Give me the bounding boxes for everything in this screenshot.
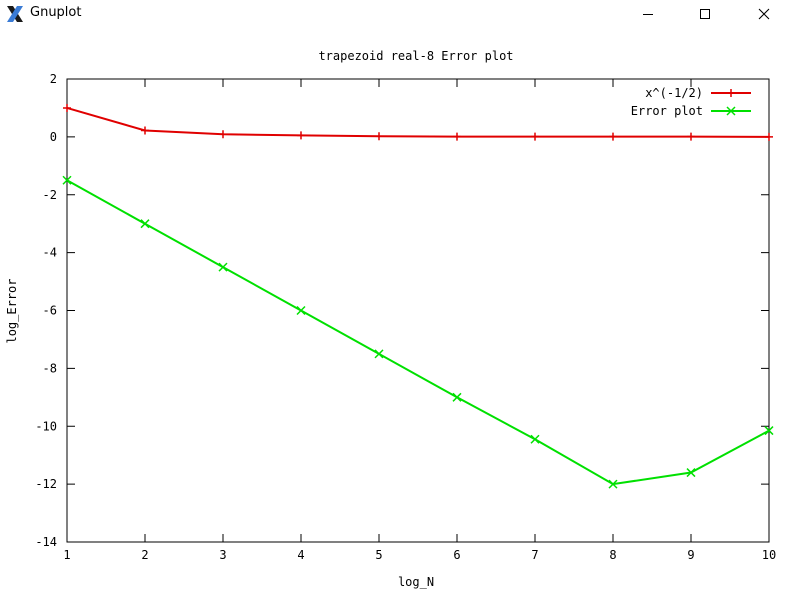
y-tick-label: 2: [50, 72, 57, 86]
x-tick-label: 8: [609, 548, 616, 562]
chart-title: trapezoid real-8 Error plot: [318, 49, 513, 63]
legend-marker: [726, 106, 736, 116]
y-tick-label: 0: [50, 130, 57, 144]
legend-label: Error plot: [631, 104, 703, 118]
minimize-button[interactable]: [625, 0, 671, 28]
maximize-icon: [700, 9, 710, 19]
axis-ticks: 1 2 3 4 5 6 7 8 9 10 2 0 -2 -4 -6 -8 -10 -12 -14: [35, 72, 776, 562]
data-point: [297, 131, 305, 140]
x-tick-label: 7: [531, 548, 538, 562]
data-point: [296, 305, 306, 316]
data-point: [141, 126, 149, 135]
gnuplot-logo-icon: [7, 6, 23, 22]
data-point: [687, 132, 695, 141]
legend-marker: [727, 89, 735, 97]
data-point: [530, 434, 540, 444]
x-tick-label: 2: [141, 548, 148, 562]
x-tick-label: 5: [375, 548, 382, 562]
y-tick-label: -12: [35, 477, 57, 491]
x-tick-label: 9: [687, 548, 694, 562]
data-point: [218, 262, 228, 272]
x-tick-label: 1: [63, 548, 70, 562]
y-tick-label: -6: [43, 304, 57, 318]
series-line: [66, 106, 770, 138]
data-point: [608, 479, 618, 489]
y-tick-label: -10: [35, 419, 57, 433]
plot-canvas: trapezoid real-8 Error plot 1 2 3 4 5 6 7 8 9 10 2…: [5, 49, 776, 589]
data-point: [375, 132, 383, 141]
maximize-button[interactable]: [682, 0, 728, 28]
data-point: [63, 103, 71, 112]
y-axis-label: log_Error: [5, 278, 19, 343]
x-tick-label: 6: [453, 548, 460, 562]
series-line: [66, 179, 770, 486]
data-point: [764, 426, 774, 436]
data-point: [453, 132, 461, 141]
legend-label: x^(-1/2): [645, 86, 703, 100]
series-0: [63, 103, 773, 141]
legend: x^(-1/2) Error plot: [631, 86, 751, 118]
close-button[interactable]: [741, 0, 787, 28]
y-tick-label: -4: [43, 246, 57, 260]
data-point: [452, 392, 462, 402]
x-tick-label: 10: [762, 548, 776, 562]
data-point: [609, 132, 617, 141]
x-tick-label: 4: [297, 548, 304, 562]
y-tick-label: -2: [43, 188, 57, 202]
close-icon: [758, 8, 770, 20]
plot-frame: [66, 78, 770, 543]
window-title: Gnuplot: [30, 5, 82, 20]
data-point: [140, 219, 150, 229]
data-point: [686, 468, 696, 478]
series-group: [62, 103, 774, 489]
data-point: [62, 175, 72, 185]
title-bar: Gnuplot: [0, 0, 787, 28]
x-tick-label: 3: [219, 548, 226, 562]
data-point: [374, 349, 384, 359]
series-1: [62, 175, 774, 489]
y-tick-label: -14: [35, 535, 57, 549]
data-point: [531, 132, 539, 141]
x-axis-label: log_N: [398, 575, 434, 589]
data-point: [765, 132, 773, 141]
y-tick-label: -8: [43, 361, 57, 375]
minimize-icon: [643, 14, 653, 15]
data-point: [219, 130, 227, 139]
